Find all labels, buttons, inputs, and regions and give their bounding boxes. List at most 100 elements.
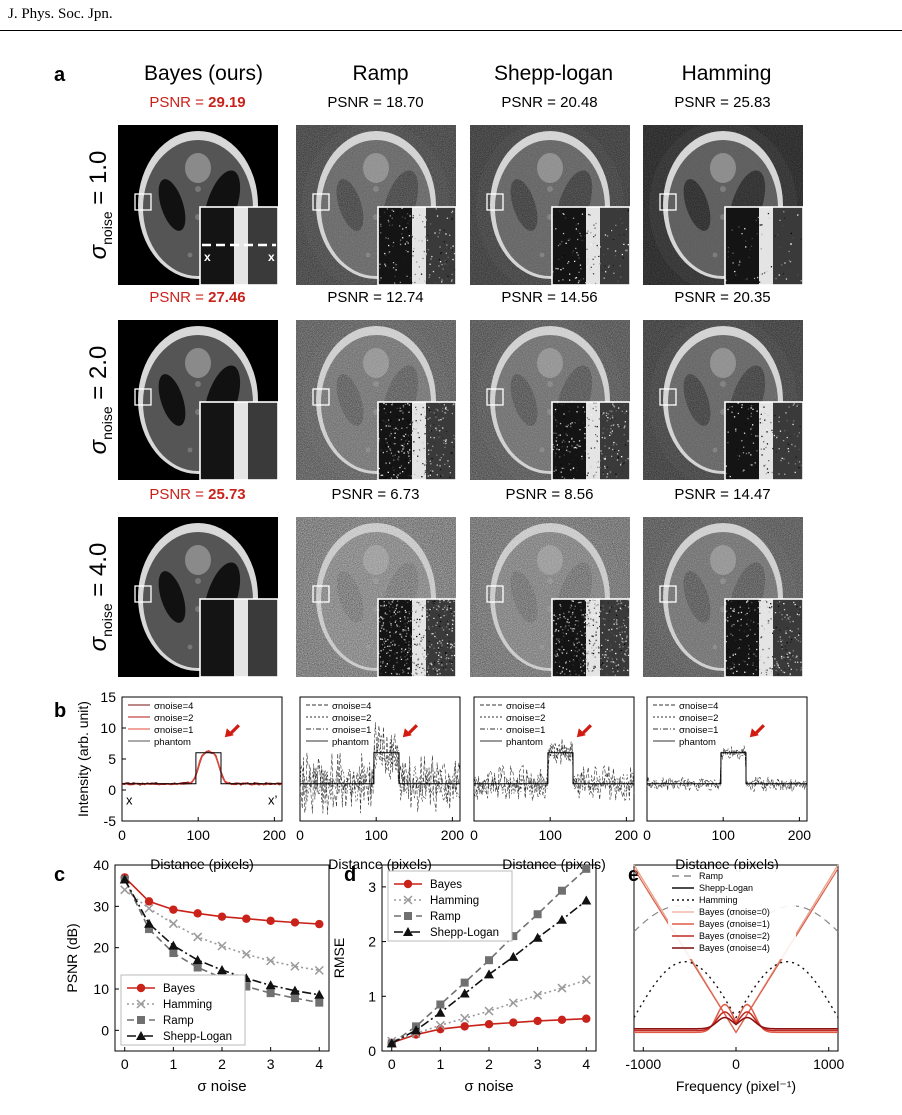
psnr-value: PSNR = 14.56 [501, 289, 598, 306]
reconstruction-image [470, 125, 630, 285]
x-axis-label: σ noise [464, 1078, 513, 1095]
data-point [266, 956, 276, 966]
psnr-value: PSNR = 14.47 [674, 486, 771, 503]
y-tick-label: -5 [104, 813, 117, 829]
x-tick-label: 0 [732, 1056, 740, 1072]
data-point [403, 927, 413, 936]
arrow-head [402, 728, 412, 738]
x-tick-label: 2 [218, 1056, 226, 1072]
profile-series [646, 747, 808, 790]
legend-label: Shepp-Logan [163, 1031, 232, 1043]
data-point [581, 895, 592, 905]
x-axis-label: Distance (pixels) [150, 856, 253, 872]
roi-box [486, 193, 504, 211]
data-point [403, 895, 413, 905]
data-point [290, 918, 300, 927]
x-tick-label: 0 [121, 1056, 129, 1072]
curve-bayes [634, 1003, 838, 1034]
roi-box [134, 193, 152, 211]
legend-label: Hamming [430, 895, 479, 907]
roi-box [486, 388, 504, 406]
filter-chart: -1000 0 1000 Frequency (pixel⁻¹) Ramp Shepp-L… [625, 864, 845, 1094]
data-point [168, 940, 179, 950]
data-point [242, 982, 251, 991]
zoom-inset [551, 206, 630, 285]
x-tick-label: 3 [534, 1056, 542, 1072]
reconstruction-image [118, 320, 278, 480]
data-point [404, 912, 412, 920]
annotation-x: x [126, 792, 133, 807]
data-point [136, 1031, 146, 1040]
profile-series [299, 722, 461, 815]
x-tick-label: 4 [315, 1056, 323, 1072]
y-axis-label: Intensity (arb. unit) [75, 701, 91, 817]
psnr-value: PSNR = 25.83 [674, 94, 771, 111]
profile-phantom [122, 752, 282, 785]
zoom-inset [199, 598, 278, 677]
profile-phantom [474, 752, 634, 785]
data-point [557, 983, 567, 993]
data-point [582, 1014, 591, 1023]
x-axis-label: σ noise [197, 1078, 246, 1095]
x-tick-label: 200 [263, 827, 287, 843]
legend-label: Shepp-Logan [699, 883, 753, 893]
x-axis-label: Distance (pixels) [328, 856, 431, 872]
profile-series [473, 742, 635, 796]
legend-label: Bayes [163, 983, 195, 995]
data-point [289, 985, 300, 995]
y-axis-label: RMSE [331, 938, 347, 978]
legend-label: Shepp-Logan [430, 927, 499, 939]
legend-label: Ramp [699, 871, 723, 881]
series-hamming [387, 975, 591, 1046]
series-hamming [120, 885, 324, 975]
legend-label: phantom [332, 737, 369, 748]
legend-label: Ramp [163, 1015, 194, 1027]
legend-label: σnoise=4 [154, 701, 193, 712]
legend-label: σnoise=2 [506, 713, 545, 724]
profile-frame [646, 696, 808, 822]
row-label-sigma: σnoise = 1.0 [85, 150, 115, 260]
arrow-head [749, 728, 759, 738]
profile-phantom [647, 752, 807, 785]
data-point [217, 912, 227, 921]
data-point [266, 989, 275, 998]
column-title-ramp: Ramp [352, 62, 409, 85]
data-point [241, 949, 251, 959]
x-tick-label: 3 [267, 1056, 275, 1072]
legend-label: Bayes (σnoise=2) [699, 931, 770, 941]
legend-label: phantom [154, 737, 191, 748]
roi-box [486, 585, 504, 603]
reconstruction-image [643, 320, 803, 480]
data-point [315, 919, 324, 929]
data-point [508, 998, 518, 1008]
profile-frame [299, 696, 461, 822]
data-point [508, 951, 519, 961]
data-point [168, 919, 178, 929]
x-tick-label: 200 [615, 827, 639, 843]
y-tick-label: 10 [93, 981, 109, 997]
zoom-inset [551, 598, 630, 677]
roi-box [312, 193, 330, 211]
profile-series [646, 745, 808, 792]
phantom-image [296, 517, 456, 677]
data-point [217, 941, 227, 951]
x-tick-label: 100 [365, 827, 389, 843]
data-point [436, 1000, 445, 1009]
zoom-inset [377, 206, 456, 285]
data-point [484, 969, 494, 979]
data-point [403, 879, 413, 889]
data-point [509, 1018, 518, 1027]
header-rule [0, 30, 902, 31]
legend-label: Bayes [430, 879, 462, 891]
data-point [556, 914, 567, 924]
data-point [266, 916, 275, 925]
data-point [144, 918, 155, 928]
data-point [581, 975, 591, 985]
roi-box [659, 388, 677, 406]
curve-bayes [634, 1016, 838, 1030]
x-tick-label: 4 [582, 1056, 590, 1072]
data-point [192, 955, 203, 965]
phantom-image [470, 125, 630, 285]
